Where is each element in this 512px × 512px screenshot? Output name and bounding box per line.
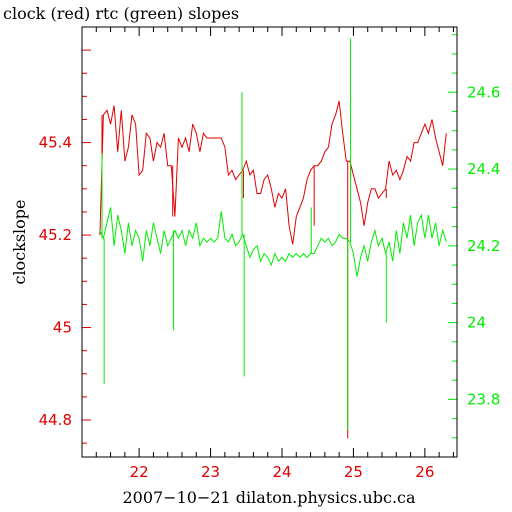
series-line-clock bbox=[99, 100, 447, 245]
series-line-rtc bbox=[99, 207, 447, 277]
tick-labels: 22 23 24 25 26 44.8 45 45.2 45.4 23.8 24 24.2 24.4 24… bbox=[39, 83, 501, 481]
chart-title: clock (red) rtc (green) slopes bbox=[3, 4, 239, 23]
tick-marks bbox=[81, 26, 457, 457]
x-tick-label: 23 bbox=[201, 463, 220, 481]
x-tick-label: 24 bbox=[272, 463, 291, 481]
left-tick-label: 45 bbox=[53, 319, 72, 337]
right-tick-label: 24.6 bbox=[467, 83, 500, 101]
left-tick-label: 45.2 bbox=[39, 226, 72, 244]
x-tick-label: 22 bbox=[130, 463, 149, 481]
x-tick-label: 25 bbox=[344, 463, 363, 481]
plot-area bbox=[99, 38, 447, 439]
y-axis-label: clockslope bbox=[10, 199, 29, 284]
x-axis-label: 2007−10−21 dilaton.physics.ubc.ca bbox=[122, 488, 416, 507]
left-tick-label: 44.8 bbox=[39, 411, 72, 429]
right-tick-label: 24 bbox=[467, 314, 486, 332]
right-tick-label: 23.8 bbox=[467, 390, 500, 408]
x-tick-label: 26 bbox=[415, 463, 434, 481]
plot-frame bbox=[81, 26, 458, 458]
right-tick-label: 24.2 bbox=[467, 237, 500, 255]
left-tick-label: 45.4 bbox=[39, 134, 72, 152]
right-tick-label: 24.4 bbox=[467, 160, 500, 178]
